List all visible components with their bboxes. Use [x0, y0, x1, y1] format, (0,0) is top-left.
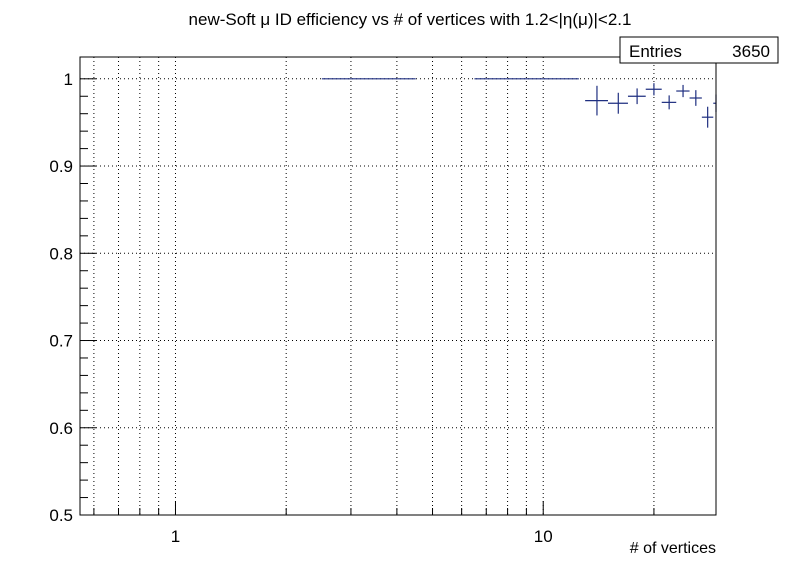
- x-tick-label: 10: [534, 527, 553, 546]
- data-point: [645, 83, 662, 96]
- data-point: [585, 85, 608, 116]
- data-points: [321, 78, 717, 128]
- data-point: [607, 92, 628, 114]
- data-point: [661, 95, 677, 110]
- data-point: [701, 106, 714, 128]
- data-point: [676, 84, 690, 98]
- x-axis-title: # of vertices: [630, 540, 716, 557]
- data-point: [627, 88, 646, 105]
- y-tick-label: 0.9: [49, 157, 73, 176]
- stats-box-frame: [619, 36, 779, 64]
- y-tick-label: 0.7: [49, 332, 73, 351]
- stats-entries-label: Entries: [629, 42, 682, 61]
- axis-ticks: [80, 78, 655, 516]
- x-tick-label: 1: [171, 527, 180, 546]
- stats-entries-value: 3650: [732, 42, 770, 61]
- y-tick-label: 0.8: [49, 244, 73, 263]
- stats-box: Entries 3650: [619, 36, 779, 64]
- data-point: [689, 90, 702, 106]
- y-tick-label: 1: [64, 70, 73, 89]
- tick-labels: 0.5 0.6 0.7 0.8 0.9 1 1 10: [49, 70, 552, 546]
- y-tick-label: 0.6: [49, 419, 73, 438]
- grid-lines: [80, 57, 716, 516]
- plot-frame: [79, 56, 717, 516]
- chart-title: new-Soft μ ID efficiency vs # of vertice…: [189, 10, 632, 29]
- y-tick-label: 0.5: [49, 506, 73, 525]
